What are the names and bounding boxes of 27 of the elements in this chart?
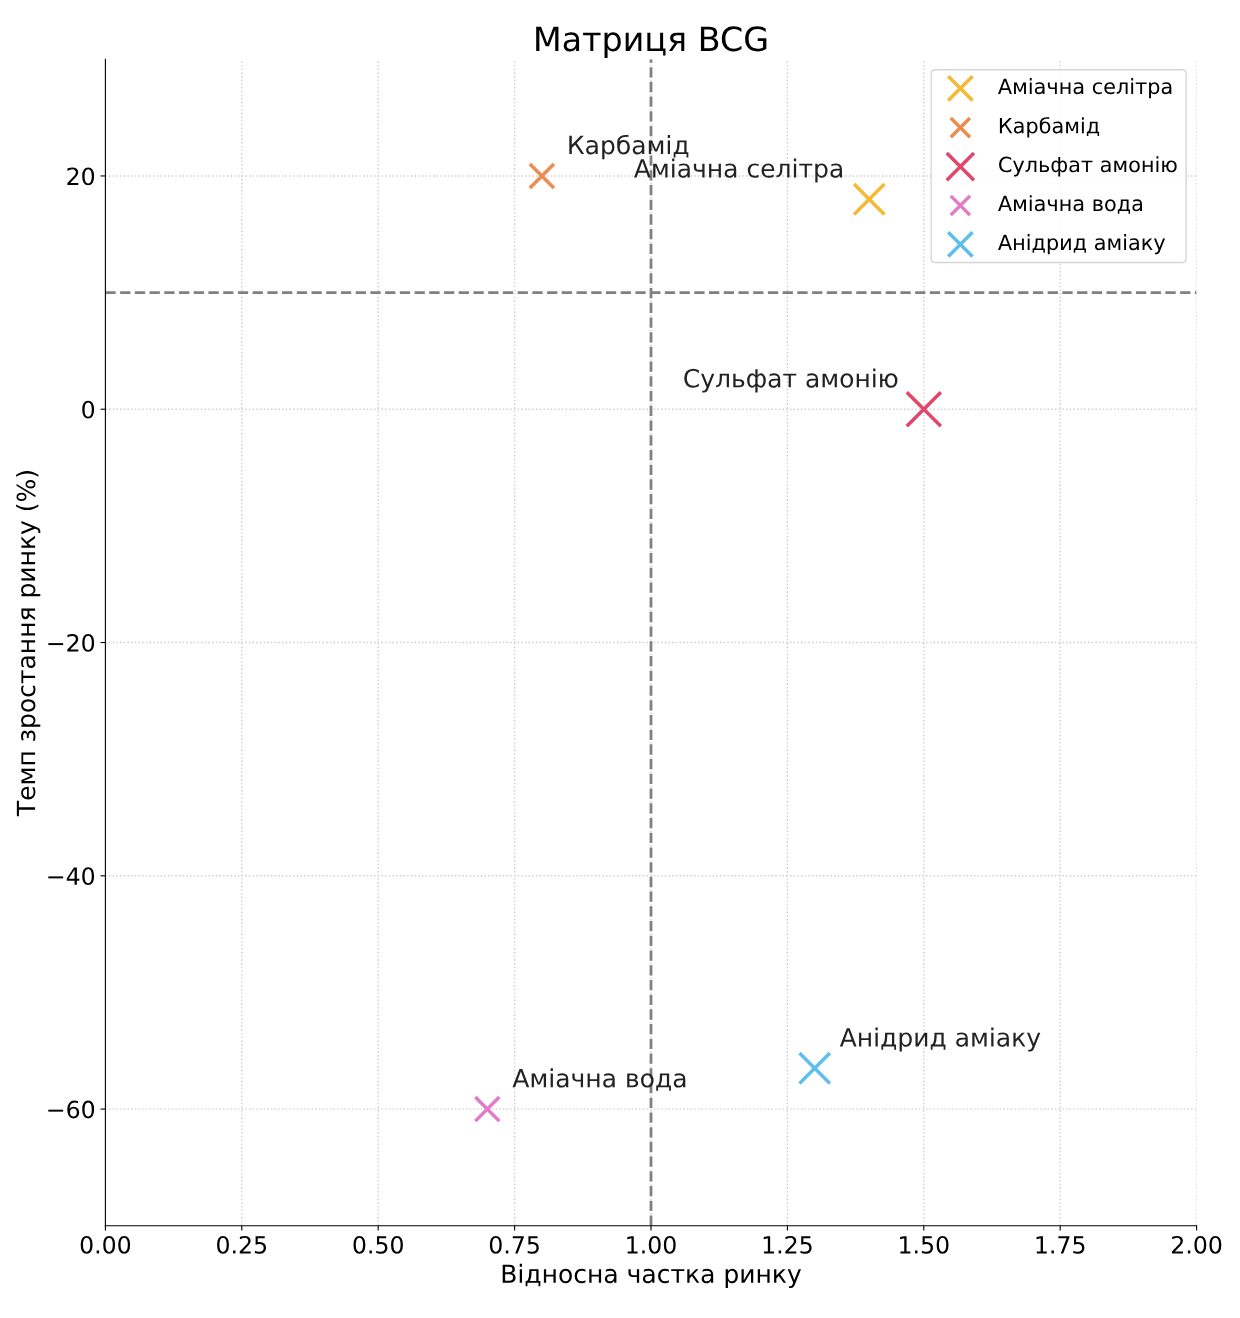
x-tick-label: 1.25 [763, 1235, 812, 1254]
legend-label: Карбамід [999, 116, 1100, 138]
y-tick-label: −40 [48, 867, 95, 886]
y-tick-label: 0 [82, 400, 95, 419]
y-axis-title: Темп зростання ринку (%) [16, 471, 41, 817]
y-tick-label: 20 [67, 167, 95, 186]
y-tick-label: −60 [48, 1100, 95, 1119]
x-tick-label: 2.00 [1172, 1235, 1222, 1254]
text: Аміачна вода [512, 1068, 686, 1091]
text: Сульфат амонію [684, 368, 898, 393]
y-tick-label: −20 [48, 633, 95, 652]
x-tick-label: 0.00 [80, 1235, 131, 1254]
chart-title: Матриця BCG [536, 26, 767, 58]
x-tick-label: 1.75 [1036, 1236, 1085, 1254]
x-axis-title: Відносна частка ринку [502, 1263, 802, 1289]
x-tick-label: 1.00 [627, 1235, 676, 1254]
legend-label: Аміачна селітра [998, 78, 1172, 99]
x-tick-label: 0.25 [217, 1235, 267, 1254]
x-tick-label: 0.50 [353, 1235, 403, 1254]
text: Анідрид аміаку [839, 1027, 1041, 1052]
legend-label: Анідрид аміаку [998, 234, 1166, 255]
x-tick-label: 0.75 [489, 1235, 539, 1254]
legend-label: Сульфат амонію [999, 156, 1177, 177]
text: Карбамід [569, 134, 689, 160]
legend-label: Аміачна вода [998, 195, 1143, 214]
x-tick-label: 1.50 [900, 1235, 949, 1254]
text: Аміачна селітра [634, 158, 842, 183]
